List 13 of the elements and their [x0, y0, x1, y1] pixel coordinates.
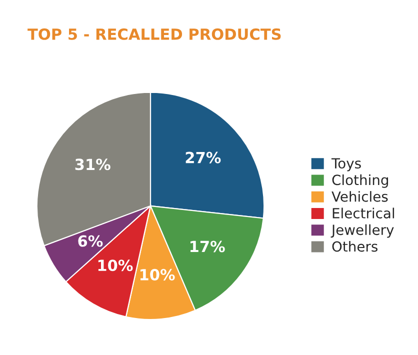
legend-label: Clothing [332, 174, 388, 188]
legend-label: Vehicles [332, 191, 388, 202]
data-label: 31% [75, 158, 110, 170]
data-label: 6% [78, 235, 103, 247]
data-label: 10% [98, 260, 133, 272]
data-label: 27% [186, 152, 221, 164]
legend-label: Electrical [332, 208, 394, 218]
chart-title: TOP 5 - RECALLED PRODUCTS [28, 28, 281, 40]
legend-label: Toys [331, 158, 361, 172]
legend-label: Others [332, 240, 378, 252]
legend-label: Jewellery [330, 224, 394, 238]
data-label: 17% [190, 240, 225, 252]
data-label: 10% [140, 268, 175, 280]
